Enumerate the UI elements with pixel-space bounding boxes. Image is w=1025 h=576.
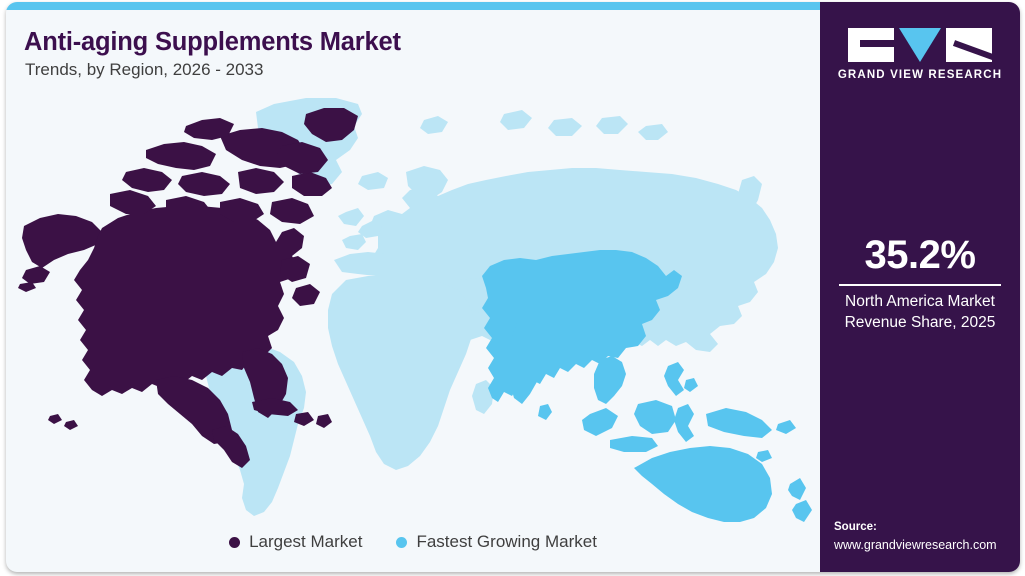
grand-view-research-logo: GRAND VIEW RESEARCH	[820, 28, 1020, 81]
logo-wordmark: GRAND VIEW RESEARCH	[837, 69, 1003, 81]
map-region-north-america	[18, 108, 358, 468]
source-url[interactable]: www.grandviewresearch.com	[834, 537, 997, 552]
stat-caption-line-1: North America Market	[845, 293, 995, 310]
map-legend: Largest Market Fastest Growing Market	[6, 532, 820, 552]
legend-item-largest-market: Largest Market	[229, 532, 362, 552]
source-block: Source: www.grandviewresearch.com	[834, 519, 1020, 554]
circle-dot-icon	[229, 536, 241, 548]
page-title: Anti-aging Supplements Market	[24, 28, 401, 56]
stat-caption-line-2: Revenue Share, 2025	[844, 313, 996, 331]
stat-block: 35.2% North America Market Revenue Share…	[820, 234, 1020, 333]
logo-letter-g-icon	[848, 28, 894, 62]
legend-item-label: Largest Market	[249, 532, 363, 551]
circle-dot-icon	[396, 536, 408, 548]
world-map	[6, 84, 820, 524]
legend-item-label: Fastest Growing Market	[416, 532, 597, 551]
stat-value: 35.2%	[864, 233, 976, 277]
logo-mark-group	[820, 28, 1020, 62]
stat-divider	[839, 284, 1001, 286]
logo-letter-v-triangle-icon	[899, 28, 941, 62]
map-region-asia-pacific	[482, 250, 812, 522]
brand-panel: GRAND VIEW RESEARCH 35.2% North America …	[820, 2, 1020, 572]
top-accent-bar	[6, 2, 820, 10]
page-subtitle: Trends, by Region, 2026 - 2033	[25, 60, 264, 79]
source-label: Source:	[834, 521, 877, 534]
infographic-card: Anti-aging Supplements Market Trends, by…	[6, 2, 1020, 572]
legend-item-fastest-growing-market: Fastest Growing Market	[396, 532, 597, 552]
logo-letter-r-icon	[946, 28, 992, 62]
